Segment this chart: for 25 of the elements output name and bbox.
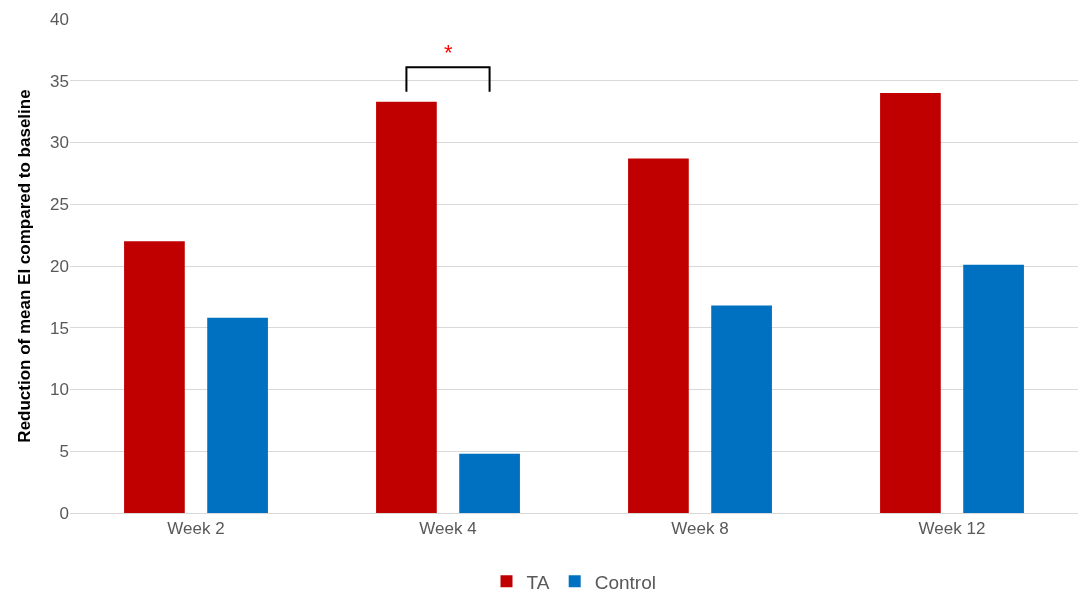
bar: [628, 158, 689, 513]
y-tick-label: 15: [50, 318, 69, 338]
x-tick-label: Week 2: [167, 519, 225, 539]
y-tick-label: 35: [50, 71, 69, 91]
y-tick-label: 10: [50, 380, 69, 400]
bar: [711, 305, 772, 513]
y-tick-label: 5: [59, 442, 69, 462]
bar: [459, 453, 520, 513]
bar: [880, 93, 941, 513]
bar: [963, 264, 1024, 513]
x-tick-label: Week 8: [671, 519, 729, 539]
y-tick-label: 30: [50, 133, 69, 153]
y-tick-label: 20: [50, 256, 69, 276]
annotation: *: [444, 40, 453, 65]
legend-label: TA: [526, 571, 550, 593]
y-tick-label: 0: [59, 503, 69, 523]
bar: [376, 101, 437, 513]
legend-label: Control: [594, 571, 656, 593]
bar: [207, 317, 268, 513]
x-tick-label: Week 4: [419, 519, 477, 539]
y-tick-label: 40: [50, 9, 69, 29]
y-tick-label: 25: [50, 195, 69, 215]
bar: [124, 241, 185, 513]
x-tick-label: Week 12: [918, 519, 986, 539]
y-axis-title: Reduction of mean EI compared to baseline: [14, 89, 34, 443]
